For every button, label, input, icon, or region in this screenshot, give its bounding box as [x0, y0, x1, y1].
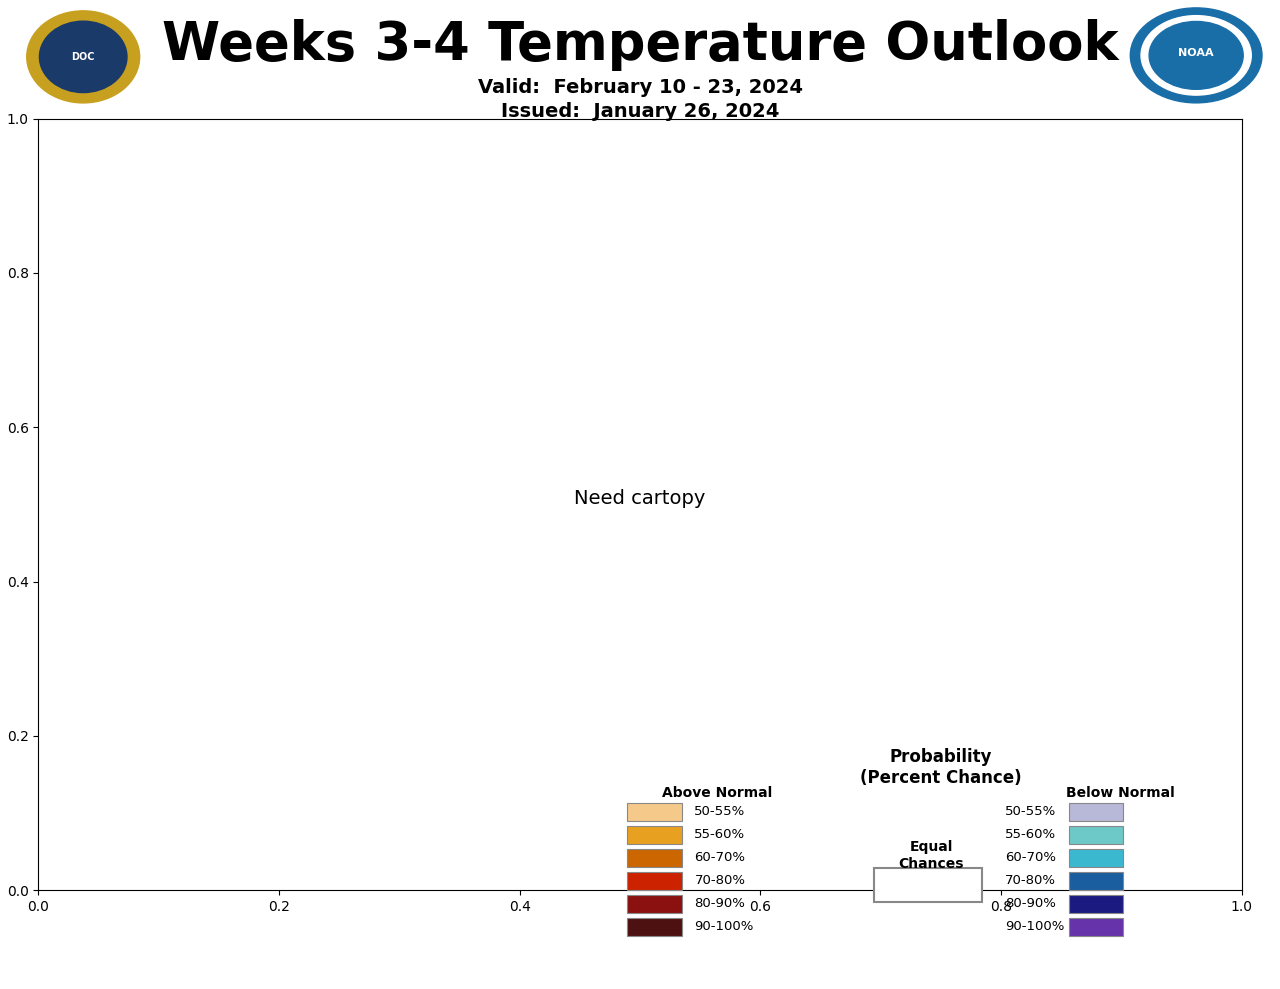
Text: 90-100%: 90-100% — [694, 921, 754, 934]
Text: 50-55%: 50-55% — [1005, 805, 1056, 819]
Bar — [627, 850, 681, 866]
Text: Probability
(Percent Chance): Probability (Percent Chance) — [860, 749, 1021, 787]
Text: 50-55%: 50-55% — [694, 805, 746, 819]
Bar — [1069, 918, 1124, 936]
Bar — [1069, 803, 1124, 821]
Bar — [627, 803, 681, 821]
Bar — [627, 826, 681, 844]
Text: 80-90%: 80-90% — [1005, 897, 1056, 911]
Circle shape — [1140, 16, 1252, 95]
Text: Valid:  February 10 - 23, 2024: Valid: February 10 - 23, 2024 — [477, 77, 803, 97]
Text: 55-60%: 55-60% — [694, 829, 745, 842]
Bar — [627, 918, 681, 936]
Text: Weeks 3-4 Temperature Outlook: Weeks 3-4 Temperature Outlook — [161, 19, 1119, 70]
Text: Above Normal: Above Normal — [662, 786, 772, 800]
Text: DOC: DOC — [72, 51, 95, 62]
Text: 80-90%: 80-90% — [694, 897, 745, 911]
Text: Equal
Chances: Equal Chances — [899, 841, 964, 870]
Text: 70-80%: 70-80% — [1005, 874, 1056, 887]
Text: 55-60%: 55-60% — [1005, 829, 1056, 842]
Bar — [1069, 895, 1124, 913]
Bar — [627, 872, 681, 890]
Text: Below Normal: Below Normal — [1066, 786, 1174, 800]
Text: Need cartopy: Need cartopy — [575, 490, 705, 508]
Text: 60-70%: 60-70% — [1005, 852, 1056, 864]
Bar — [873, 868, 983, 902]
Circle shape — [1149, 22, 1243, 89]
Circle shape — [1130, 8, 1262, 103]
Text: 70-80%: 70-80% — [694, 874, 745, 887]
Circle shape — [27, 11, 140, 103]
Bar — [1069, 826, 1124, 844]
Text: 60-70%: 60-70% — [694, 852, 745, 864]
Bar — [627, 895, 681, 913]
Bar — [1069, 850, 1124, 866]
Text: NOAA: NOAA — [1179, 48, 1213, 58]
Circle shape — [40, 21, 127, 93]
Text: 90-100%: 90-100% — [1005, 921, 1064, 934]
Text: Issued:  January 26, 2024: Issued: January 26, 2024 — [500, 102, 780, 122]
Bar — [1069, 872, 1124, 890]
